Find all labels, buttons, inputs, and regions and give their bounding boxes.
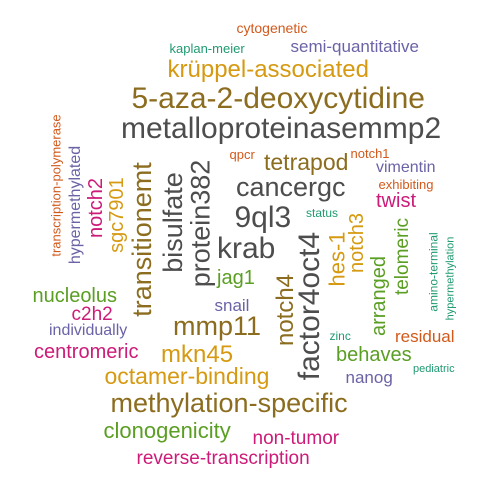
word-semi-quantitative: semi-quantitative bbox=[290, 36, 420, 56]
word-mmp11: mmp11 bbox=[173, 310, 262, 341]
word-non-tumor: non-tumor bbox=[252, 427, 340, 449]
word-nucleolus: nucleolus bbox=[32, 285, 118, 307]
word-tetrapod: tetrapod bbox=[264, 148, 349, 175]
word-sgc7901: sgc7901 bbox=[105, 177, 128, 253]
word-krab: krab bbox=[217, 232, 276, 265]
word-hypermethylation: hypermethylation bbox=[444, 236, 457, 320]
word-amino-terminal: amino-terminal bbox=[426, 232, 441, 312]
word-snail: snail bbox=[214, 295, 250, 315]
word-notch1: notch1 bbox=[350, 145, 390, 161]
word-cancergc: cancergc bbox=[236, 171, 346, 202]
word-protein382: protein382 bbox=[185, 159, 216, 287]
word-zinc: zinc bbox=[329, 329, 351, 343]
word-kaplan-meier: kaplan-meier bbox=[169, 40, 245, 56]
word-transitionemt: transitionemt bbox=[126, 161, 157, 317]
word-vimentin: vimentin bbox=[376, 159, 436, 176]
word-telomeric: telomeric bbox=[391, 217, 413, 295]
word-hes-1: hes-1 bbox=[324, 231, 350, 287]
word-factor4oct4: factor4oct4 bbox=[293, 231, 327, 381]
word-metalloproteinasemmp2: metalloproteinasemmp2 bbox=[121, 112, 442, 145]
word-individually: individually bbox=[49, 322, 128, 339]
word-pediatric: pediatric bbox=[413, 362, 455, 375]
word-c2h2: c2h2 bbox=[71, 303, 113, 325]
word-arranged: arranged bbox=[368, 255, 391, 337]
word-jag1: jag1 bbox=[217, 267, 255, 289]
word-9ql3: 9ql3 bbox=[234, 201, 292, 234]
word-status: status bbox=[306, 206, 339, 220]
word-qpcr: qpcr bbox=[229, 146, 255, 162]
word-behaves: behaves bbox=[336, 344, 412, 366]
word-notch4: notch4 bbox=[272, 273, 300, 347]
word-notch2: notch2 bbox=[85, 177, 108, 239]
word-methylation-specific: methylation-specific bbox=[110, 387, 348, 418]
word-5-aza-2-deoxycytidine: 5-aza-2-deoxycytidine bbox=[131, 82, 425, 115]
word-kruppel-associated: krüppel-associated bbox=[167, 56, 369, 83]
word-reverse-transcription: reverse-transcription bbox=[136, 447, 310, 469]
word-octamer-binding: octamer-binding bbox=[104, 362, 270, 389]
word-residual: residual bbox=[395, 326, 455, 346]
word-centromeric: centromeric bbox=[34, 341, 139, 363]
word-nanog: nanog bbox=[345, 367, 393, 387]
word-cytogenetic: cytogenetic bbox=[236, 20, 308, 36]
word-transcription-polymerase: transcription-polymerase bbox=[48, 113, 64, 257]
word-notch3: notch3 bbox=[346, 212, 369, 274]
word-hypermethylated: hypermethylated bbox=[67, 145, 85, 265]
word-bisulfate: bisulfate bbox=[157, 171, 188, 273]
word-mkn45: mkn45 bbox=[161, 341, 234, 368]
word-clonogenicity: clonogenicity bbox=[103, 418, 231, 443]
word-twist: twist bbox=[376, 190, 416, 212]
word-exhibiting: exhibiting bbox=[378, 176, 434, 192]
